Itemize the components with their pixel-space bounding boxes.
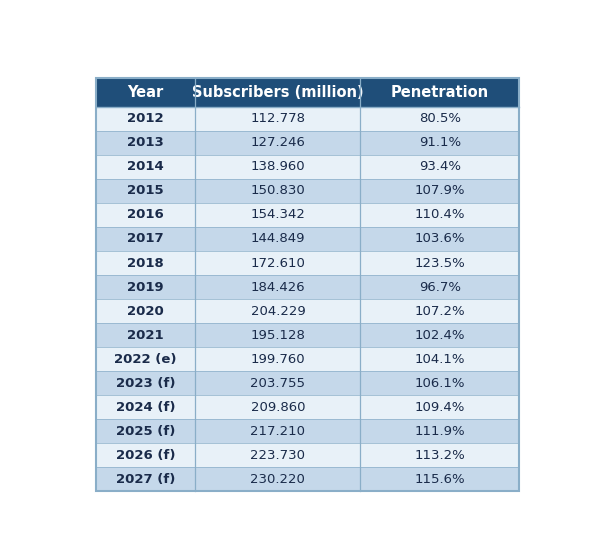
Text: 204.229: 204.229: [251, 305, 305, 317]
Text: 111.9%: 111.9%: [415, 425, 465, 438]
Bar: [96, 299, 519, 323]
Text: 2019: 2019: [127, 281, 164, 294]
Bar: [96, 227, 519, 251]
Bar: [96, 155, 519, 179]
Text: 113.2%: 113.2%: [415, 449, 465, 462]
Text: 154.342: 154.342: [250, 208, 305, 222]
Text: 2020: 2020: [127, 305, 164, 317]
Text: 150.830: 150.830: [251, 184, 305, 197]
Text: 2022 (e): 2022 (e): [115, 353, 177, 366]
Bar: [96, 395, 519, 419]
Text: 107.2%: 107.2%: [415, 305, 465, 317]
Text: 2014: 2014: [127, 160, 164, 173]
Bar: [96, 275, 519, 299]
Text: 127.246: 127.246: [250, 136, 305, 149]
Text: 138.960: 138.960: [251, 160, 305, 173]
Text: 2013: 2013: [127, 136, 164, 149]
Text: 209.860: 209.860: [251, 401, 305, 414]
Text: 107.9%: 107.9%: [415, 184, 465, 197]
Bar: [96, 371, 519, 395]
Text: 109.4%: 109.4%: [415, 401, 465, 414]
Text: 195.128: 195.128: [250, 329, 305, 341]
Bar: [96, 131, 519, 155]
Bar: [96, 323, 519, 347]
Text: 2027 (f): 2027 (f): [116, 473, 175, 486]
Text: 2017: 2017: [127, 232, 164, 246]
Text: 144.849: 144.849: [251, 232, 305, 246]
Text: 110.4%: 110.4%: [415, 208, 465, 222]
Bar: [96, 467, 519, 491]
Text: 102.4%: 102.4%: [415, 329, 465, 341]
Text: 2018: 2018: [127, 257, 164, 270]
Text: 104.1%: 104.1%: [415, 353, 465, 366]
Text: 217.210: 217.210: [250, 425, 305, 438]
Bar: [96, 419, 519, 443]
Text: 230.220: 230.220: [250, 473, 305, 486]
Text: 115.6%: 115.6%: [415, 473, 465, 486]
Text: 106.1%: 106.1%: [415, 377, 465, 390]
Text: 123.5%: 123.5%: [415, 257, 465, 270]
Text: 203.755: 203.755: [250, 377, 305, 390]
Text: 112.778: 112.778: [250, 113, 305, 125]
Text: Penetration: Penetration: [391, 85, 489, 100]
Text: Subscribers (million): Subscribers (million): [192, 85, 364, 100]
Bar: [96, 107, 519, 131]
Text: 172.610: 172.610: [250, 257, 305, 270]
Text: 2016: 2016: [127, 208, 164, 222]
Text: 184.426: 184.426: [251, 281, 305, 294]
Bar: [96, 251, 519, 275]
Text: 2021: 2021: [127, 329, 164, 341]
Text: 2025 (f): 2025 (f): [116, 425, 175, 438]
Text: Year: Year: [128, 85, 164, 100]
Text: 2015: 2015: [127, 184, 164, 197]
Text: 91.1%: 91.1%: [419, 136, 461, 149]
Text: 2024 (f): 2024 (f): [116, 401, 175, 414]
Bar: [96, 77, 519, 107]
Bar: [96, 347, 519, 371]
Text: 2023 (f): 2023 (f): [116, 377, 175, 390]
Bar: [96, 443, 519, 467]
Text: 93.4%: 93.4%: [419, 160, 461, 173]
Text: 223.730: 223.730: [250, 449, 305, 462]
Text: 96.7%: 96.7%: [419, 281, 461, 294]
Bar: [96, 203, 519, 227]
Text: 103.6%: 103.6%: [415, 232, 465, 246]
Text: 2026 (f): 2026 (f): [116, 449, 175, 462]
Text: 199.760: 199.760: [251, 353, 305, 366]
Bar: [96, 179, 519, 203]
Text: 80.5%: 80.5%: [419, 113, 461, 125]
Text: 2012: 2012: [127, 113, 164, 125]
